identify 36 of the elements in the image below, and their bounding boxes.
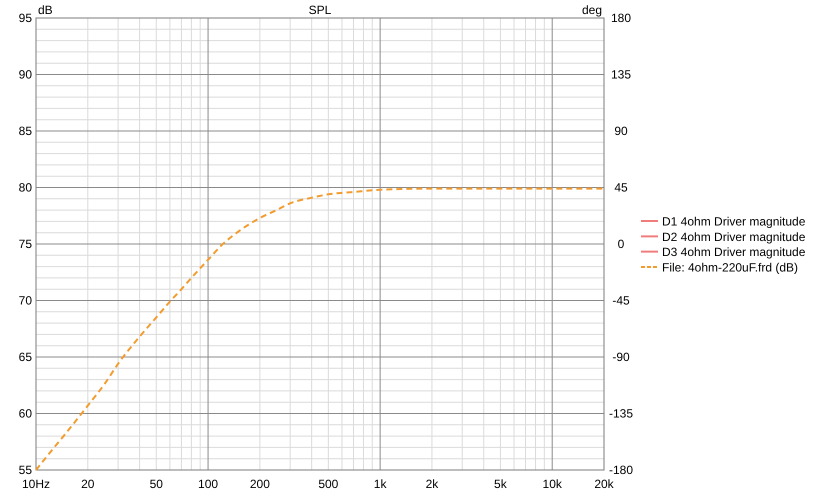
legend-label: D2 4ohm Driver magnitude [662,230,806,244]
x-tick-label: 20 [81,477,95,491]
y-tick-label: 85 [18,124,32,138]
x-tick-label: 5k [494,477,508,491]
x-tick-label: 100 [198,477,218,491]
y-tick-label: 55 [18,463,32,477]
y-tick-label: 75 [18,237,32,251]
legend-label: D3 4ohm Driver magnitude [662,245,806,260]
x-tick-label: 200 [250,477,270,491]
y2-tick-label: 135 [610,68,632,82]
x-tick-label: 500 [318,477,339,491]
x-tick-label: 50 [150,477,164,491]
y2-tick-label: 0 [618,237,625,251]
legend-label: D1 4ohm Driver magnitude [662,214,806,229]
y2-tick-label: 180 [610,11,632,25]
y-tick-label: 65 [18,350,32,364]
y2-tick-label: -180 [608,463,634,477]
x-tick-label: 10k [542,477,563,491]
y2-tick-label: -45 [612,294,630,308]
y-tick-label: 90 [18,68,32,82]
chart-title: SPL [308,3,332,17]
y2-tick-label: -90 [612,350,630,364]
y2-tick-label: 90 [614,124,628,138]
legend-label: File: 4ohm-220uF.frd (dB) [662,260,798,274]
y2-tick-label: -135 [608,406,634,420]
x-tick-label: 2k [426,477,440,491]
y2-axis-title: deg [582,3,602,17]
y-tick-label: 80 [18,180,32,194]
y-tick-label: 60 [18,406,32,420]
y-tick-label: 70 [18,294,32,308]
y-axis-title: dB [38,3,53,17]
x-tick-label: 1k [374,477,388,491]
y-tick-label: 95 [18,11,32,25]
y2-tick-label: 45 [614,180,628,194]
x-tick-label: 10Hz [22,477,50,491]
x-tick-label: 20k [594,477,615,491]
